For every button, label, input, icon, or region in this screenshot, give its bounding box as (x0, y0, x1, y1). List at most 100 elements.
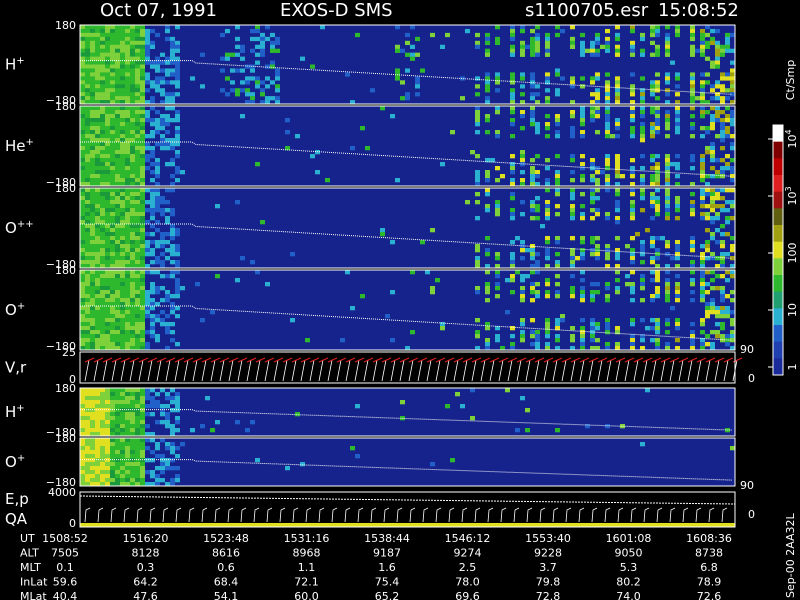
spectrogram-cell (530, 178, 535, 183)
spectrogram-cell (275, 76, 280, 81)
spectrogram-cell (235, 200, 240, 205)
spectrogram-cell (115, 96, 120, 101)
spectrogram-cell (560, 314, 565, 319)
spectrogram-cell (115, 458, 120, 463)
spectrogram-cell (475, 182, 480, 187)
spectrogram-cell (640, 174, 645, 179)
spectrogram-cell (725, 314, 730, 319)
spectrogram-cell (700, 278, 705, 283)
spectrogram-cell (85, 408, 90, 413)
colorbar-tick-exp: 4 (784, 129, 793, 134)
spectrogram-cell (170, 174, 175, 179)
spectrogram-cell (135, 412, 140, 417)
spectrogram-cell (85, 72, 90, 77)
spectrogram-cell (675, 110, 680, 115)
spectrogram-cell (555, 236, 560, 241)
spectrogram-cell (570, 80, 575, 85)
spectrogram-cell (530, 252, 535, 257)
spectrogram-cell (700, 72, 705, 77)
spectrogram-cell (155, 122, 160, 127)
spectrogram-cell (150, 474, 155, 479)
spectrogram-cell (120, 48, 125, 53)
spectrogram-cell (95, 236, 100, 241)
spectrogram-cell (520, 28, 525, 34)
colorbar-segment (773, 291, 783, 309)
spectrogram-cell (670, 256, 675, 261)
spectrogram-cell (155, 130, 160, 135)
spectrogram-cell (520, 256, 525, 261)
spectrogram-cell (80, 110, 85, 115)
spectrogram-cell (100, 146, 105, 151)
spectrogram-cell (125, 278, 130, 283)
spectrogram-cell (165, 162, 170, 167)
spectrogram-cell (590, 240, 595, 245)
spectrogram-cell (705, 32, 710, 38)
spectrogram-cell (730, 48, 735, 53)
spectrogram-cell (285, 118, 290, 123)
spectrogram-cell (85, 388, 90, 393)
spectrogram-cell (730, 80, 735, 85)
spectrogram-cell (100, 100, 105, 105)
spectrogram-cell (640, 106, 645, 111)
spectrogram-cell (125, 290, 130, 295)
spectrogram-cell (485, 96, 490, 101)
spectrogram-cell (520, 110, 525, 115)
spectrogram-cell (650, 126, 655, 131)
spectrogram-cell (110, 56, 115, 61)
spectrogram-cell (605, 92, 610, 97)
spectrogram-cell (580, 240, 585, 245)
spectrogram-cell (165, 446, 170, 451)
spectrogram-cell (140, 290, 145, 295)
spectrogram-cell (640, 240, 645, 245)
spectrogram-cell (140, 122, 145, 127)
spectrogram-cell (80, 424, 85, 429)
spectrogram-cell (125, 442, 130, 447)
spectrogram-cell (415, 52, 420, 57)
spectrogram-cell (130, 314, 135, 319)
spectrogram-cell (665, 252, 670, 257)
spectrogram-cell (105, 240, 110, 245)
spectrogram-cell (705, 310, 710, 315)
spectrogram-cell (95, 44, 100, 49)
spectrogram-cell (175, 264, 180, 269)
spectrogram-cell (250, 64, 255, 69)
spectrogram-cell (170, 450, 175, 455)
spectrogram-cell (135, 224, 140, 229)
spectrogram-cell (110, 68, 115, 73)
spectrogram-cell (135, 36, 140, 42)
spectrogram-cell (145, 44, 150, 49)
spectrogram-cell (95, 36, 100, 42)
spectrogram-cell (415, 36, 420, 42)
spectrogram-cell (95, 260, 100, 265)
spectrogram-cell (90, 72, 95, 77)
spectrogram-cell (485, 174, 490, 179)
spectrogram-cell (105, 92, 110, 97)
spectrogram-cell (595, 96, 600, 101)
spectrogram-cell (125, 342, 130, 347)
spectrogram-cell (435, 278, 440, 283)
spectrogram-cell (145, 28, 150, 34)
spectrogram-cell (105, 294, 110, 299)
spectrogram-cell (715, 92, 720, 97)
spectrogram-cell (440, 326, 445, 331)
spectrogram-cell (90, 306, 95, 311)
spectrogram-cell (145, 72, 150, 77)
spectrogram-cell (135, 162, 140, 167)
table-cell: 1508:52 (42, 532, 88, 545)
spectrogram-cell (100, 212, 105, 217)
spectrogram-cell (95, 52, 100, 57)
spectrogram-cell (495, 40, 500, 46)
spectrogram-cell (600, 44, 605, 49)
spectrogram-cell (570, 212, 575, 217)
spectrogram-cell (175, 428, 180, 433)
spectrogram-cell (705, 342, 710, 347)
spectrogram-cell (120, 302, 125, 307)
spectrogram-cell (640, 178, 645, 183)
spectrogram-cell (545, 208, 550, 213)
spectrogram-cell (615, 84, 620, 89)
spectrogram-cell (85, 146, 90, 151)
spectrogram-cell (195, 282, 200, 287)
spectrogram-cell (85, 432, 90, 437)
spectrogram-cell (90, 252, 95, 257)
spectrogram-cell (705, 150, 710, 155)
